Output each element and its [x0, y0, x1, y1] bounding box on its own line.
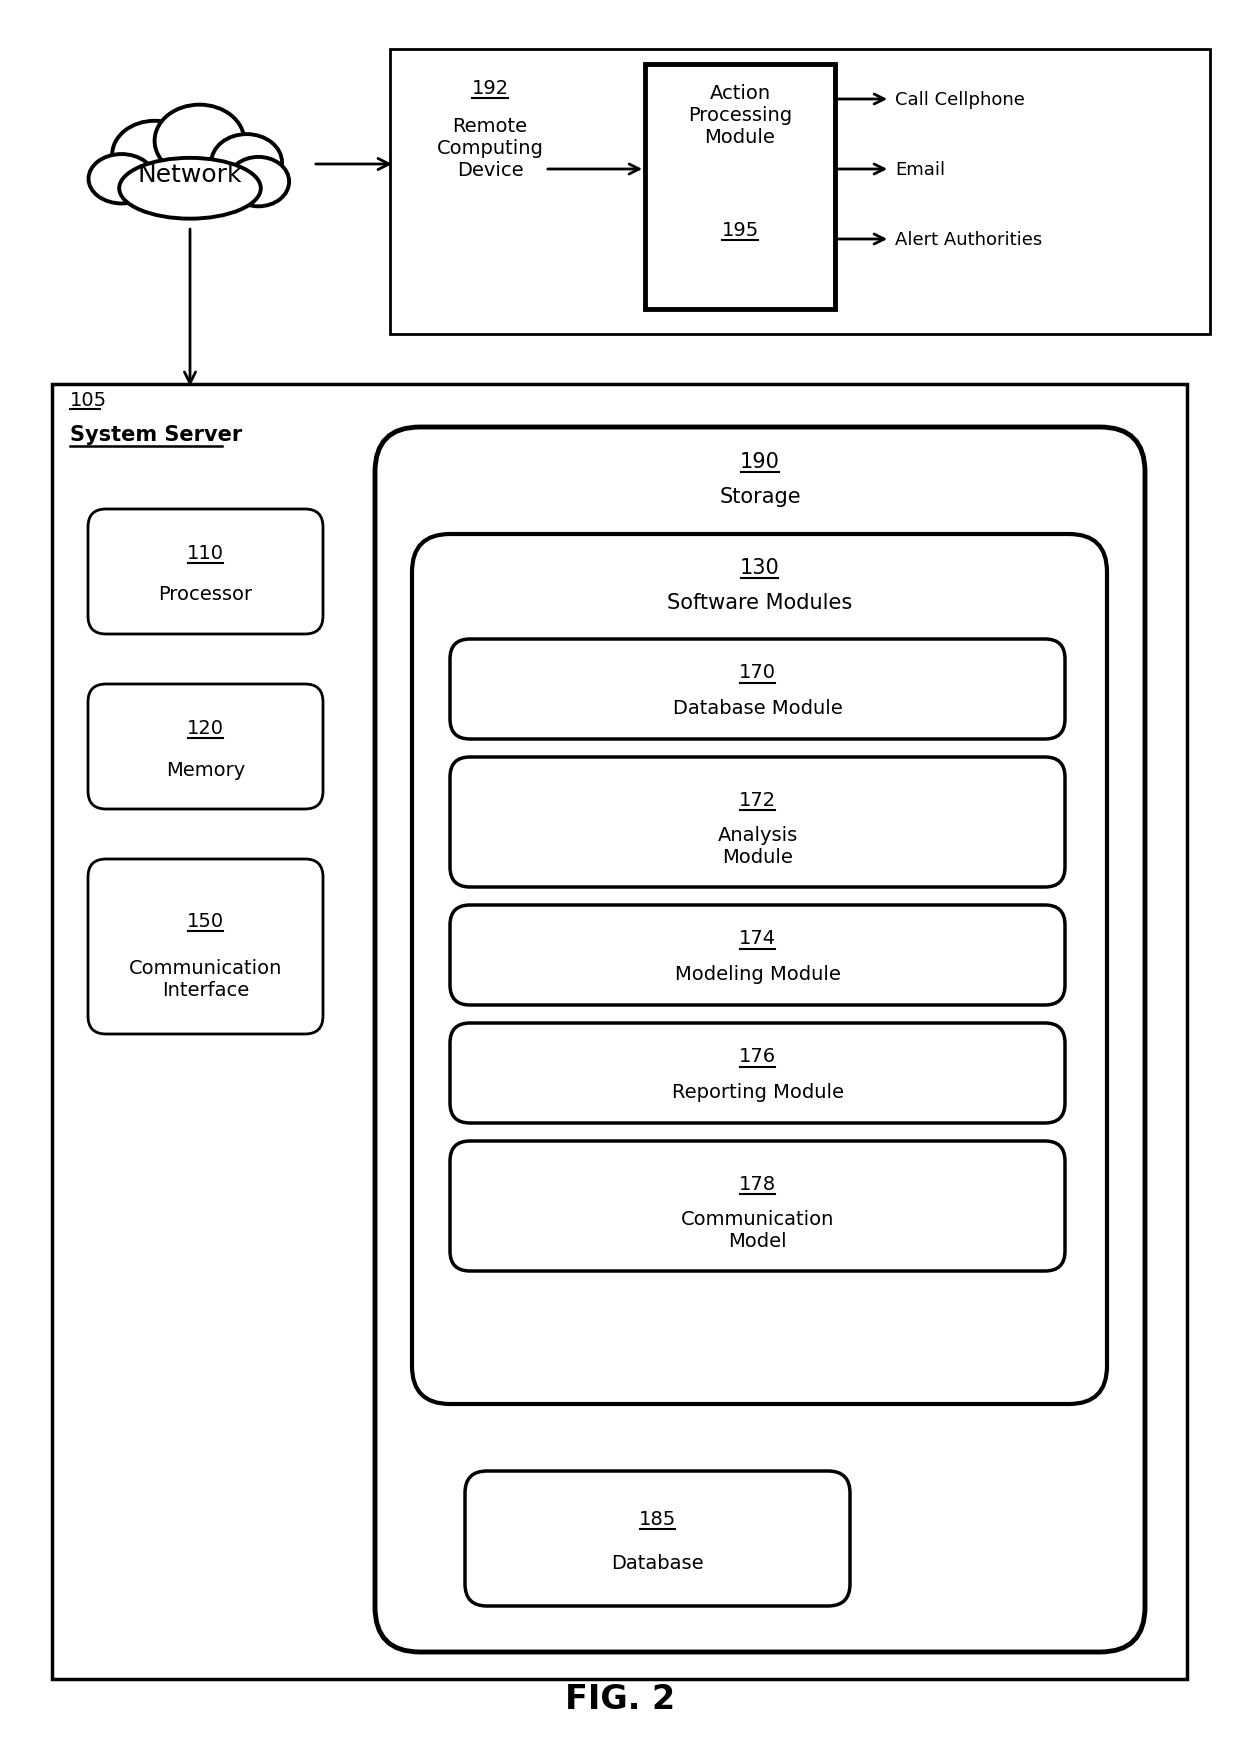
Bar: [52, 385, 1187, 1680]
FancyBboxPatch shape: [450, 905, 1065, 1005]
Text: 195: 195: [722, 220, 759, 239]
Text: Alert Authorities: Alert Authorities: [895, 231, 1043, 248]
Text: Network: Network: [138, 163, 242, 187]
Text: Database Module: Database Module: [672, 697, 842, 717]
Text: Modeling Module: Modeling Module: [675, 963, 841, 982]
FancyBboxPatch shape: [374, 428, 1145, 1652]
Text: Action
Processing
Module: Action Processing Module: [688, 84, 792, 147]
Text: 130: 130: [739, 558, 780, 577]
FancyBboxPatch shape: [450, 640, 1065, 739]
FancyBboxPatch shape: [412, 535, 1107, 1404]
Text: Email: Email: [895, 161, 945, 178]
Text: 185: 185: [639, 1509, 676, 1528]
Text: Analysis
Module: Analysis Module: [718, 825, 797, 867]
Ellipse shape: [112, 122, 197, 191]
Ellipse shape: [119, 159, 260, 220]
Text: System Server: System Server: [69, 425, 242, 444]
FancyBboxPatch shape: [450, 757, 1065, 888]
Text: Reporting Module: Reporting Module: [672, 1082, 843, 1101]
Text: 192: 192: [471, 79, 508, 98]
Text: 172: 172: [739, 790, 776, 809]
Ellipse shape: [155, 105, 244, 178]
Text: Call Cellphone: Call Cellphone: [895, 91, 1025, 108]
Text: Database: Database: [611, 1554, 704, 1573]
Ellipse shape: [88, 156, 155, 205]
FancyBboxPatch shape: [450, 1141, 1065, 1271]
Text: 176: 176: [739, 1047, 776, 1066]
Text: Memory: Memory: [166, 760, 246, 780]
FancyBboxPatch shape: [88, 510, 322, 635]
Ellipse shape: [211, 135, 281, 192]
Text: Communication
Interface: Communication Interface: [129, 958, 283, 998]
Text: 105: 105: [69, 390, 107, 409]
Text: Storage: Storage: [719, 486, 801, 507]
Text: Processor: Processor: [159, 586, 253, 605]
FancyBboxPatch shape: [88, 685, 322, 809]
Text: Remote
Computing
Device: Remote Computing Device: [436, 117, 543, 180]
Text: 120: 120: [187, 718, 224, 738]
Text: Communication
Model: Communication Model: [681, 1210, 835, 1250]
Bar: [391, 51, 1210, 336]
FancyBboxPatch shape: [88, 860, 322, 1035]
Text: 150: 150: [187, 911, 224, 930]
FancyBboxPatch shape: [465, 1472, 849, 1606]
Text: FIG. 2: FIG. 2: [565, 1683, 675, 1715]
Ellipse shape: [228, 157, 289, 208]
Text: Software Modules: Software Modules: [667, 593, 852, 612]
Text: 170: 170: [739, 662, 776, 682]
Text: 174: 174: [739, 928, 776, 947]
Text: 178: 178: [739, 1175, 776, 1194]
Text: 110: 110: [187, 544, 224, 563]
Bar: [645, 65, 835, 309]
FancyBboxPatch shape: [450, 1023, 1065, 1124]
Text: 190: 190: [740, 451, 780, 472]
